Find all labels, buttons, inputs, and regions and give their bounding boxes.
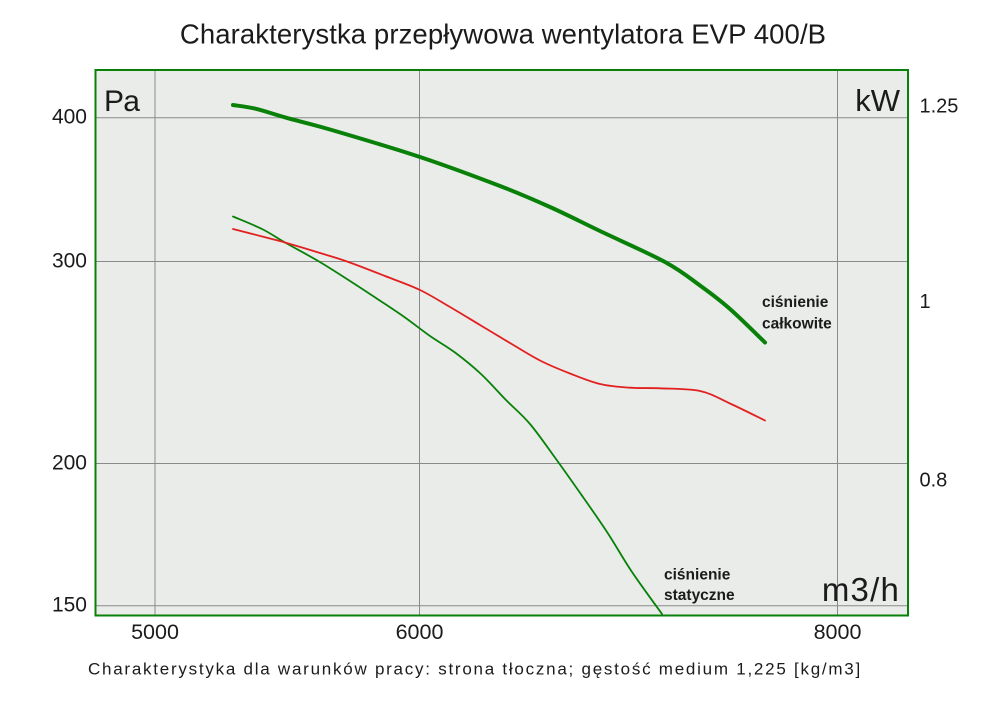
svg-text:6000: 6000	[396, 620, 444, 644]
svg-text:200: 200	[52, 451, 87, 474]
svg-text:400: 400	[52, 106, 87, 129]
svg-text:0.8: 0.8	[920, 470, 948, 492]
svg-text:całkowite: całkowite	[762, 316, 832, 333]
svg-text:150: 150	[52, 594, 87, 617]
svg-text:1.25: 1.25	[920, 96, 959, 118]
svg-text:300: 300	[52, 249, 87, 272]
svg-text:8000: 8000	[814, 620, 862, 644]
svg-text:m3/h: m3/h	[822, 571, 900, 608]
svg-text:Charakterystyka dla warunków p: Charakterystyka dla warunków pracy: stro…	[88, 660, 862, 679]
svg-text:kW: kW	[855, 83, 901, 118]
svg-text:5000: 5000	[131, 620, 179, 644]
svg-text:ciśnienie: ciśnienie	[762, 294, 829, 311]
svg-text:1: 1	[920, 291, 931, 313]
svg-text:Charakterystka przepływowa wen: Charakterystka przepływowa wentylatora E…	[180, 18, 826, 49]
svg-text:statyczne: statyczne	[664, 587, 735, 604]
svg-text:Pa: Pa	[104, 85, 140, 118]
svg-text:ciśnienie: ciśnienie	[664, 567, 731, 584]
